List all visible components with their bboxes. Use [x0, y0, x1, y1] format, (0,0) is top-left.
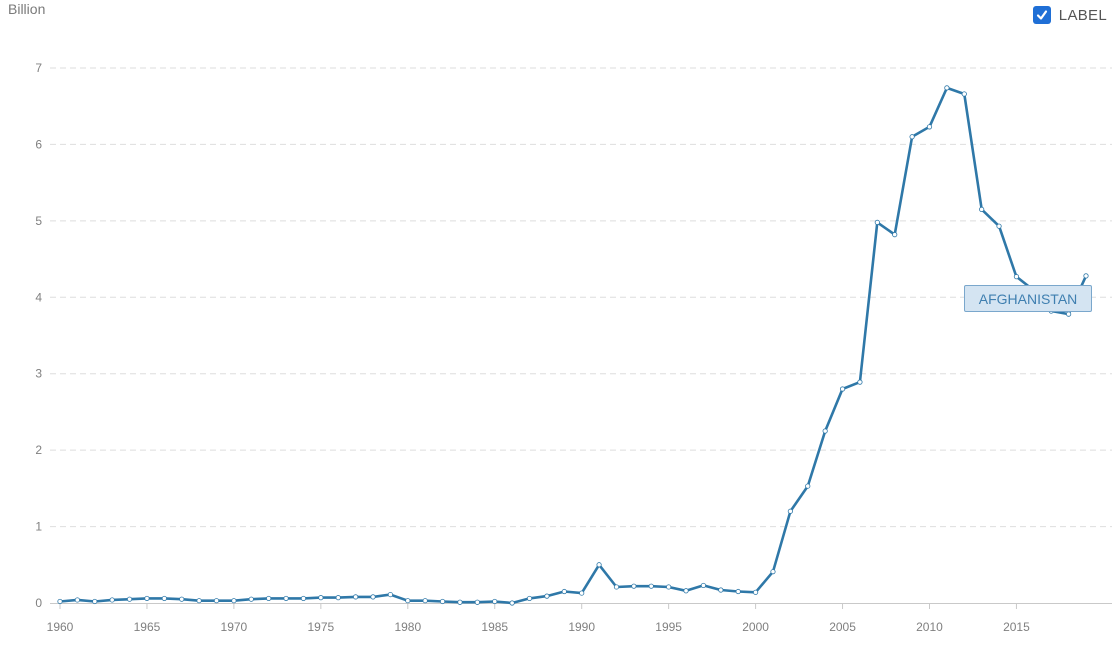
- data-point: [787, 508, 793, 514]
- data-point: [857, 379, 863, 385]
- data-point: [405, 598, 411, 604]
- data-point: [57, 598, 63, 605]
- data-point: [926, 124, 933, 130]
- y-tick-label: 0: [35, 596, 42, 610]
- data-point: [196, 598, 202, 604]
- series-group: [57, 85, 1089, 606]
- x-tick-label: 2010: [916, 620, 943, 634]
- data-point: [752, 589, 759, 595]
- data-point: [213, 598, 220, 604]
- x-tick-label: 1965: [134, 620, 161, 634]
- x-tick-label: 2015: [1003, 620, 1030, 634]
- x-tick-label: 1990: [568, 620, 595, 634]
- label-toggle[interactable]: LABEL: [1032, 6, 1107, 24]
- data-point: [944, 85, 950, 91]
- data-point: [874, 219, 880, 225]
- data-point: [961, 91, 967, 97]
- x-tick-label: 1995: [655, 620, 682, 634]
- data-point: [109, 597, 115, 603]
- x-tick-label: 1985: [481, 620, 508, 634]
- data-point: [387, 591, 394, 598]
- data-point: [422, 598, 428, 604]
- data-point: [92, 598, 98, 605]
- data-point: [318, 595, 324, 601]
- data-point: [179, 596, 185, 602]
- label-toggle-text[interactable]: LABEL: [1058, 6, 1107, 24]
- data-point: [996, 223, 1002, 229]
- y-tick-label: 1: [35, 520, 42, 534]
- y-tick-label: 3: [35, 367, 42, 381]
- data-point: [248, 596, 254, 602]
- data-point: [561, 588, 567, 595]
- data-point: [335, 595, 341, 601]
- data-point: [648, 583, 654, 589]
- data-point: [1013, 274, 1020, 280]
- x-tick-label: 1975: [307, 620, 334, 634]
- data-point: [161, 595, 167, 602]
- y-axis-tick-labels: 0 1 2 3 4 5 6 7: [35, 61, 42, 610]
- x-tick-label: 1960: [47, 620, 74, 634]
- data-point: [822, 428, 828, 434]
- data-point: [439, 598, 446, 605]
- data-point: [839, 386, 846, 392]
- data-point: [231, 598, 237, 604]
- y-tick-label: 4: [35, 290, 42, 304]
- y-axis-unit-label: Billion: [8, 1, 46, 17]
- data-point: [1083, 273, 1089, 279]
- data-point: [300, 595, 307, 602]
- y-tick-label: 6: [35, 137, 42, 151]
- data-point: [735, 588, 741, 595]
- data-point: [613, 584, 620, 590]
- data-point: [805, 483, 811, 489]
- data-point: [544, 593, 550, 599]
- x-tick-label: 2005: [829, 620, 856, 634]
- axes: [50, 603, 1112, 609]
- data-point: [666, 584, 672, 590]
- data-point: [74, 597, 80, 603]
- data-point: [353, 594, 359, 600]
- gridlines: [50, 67, 1112, 528]
- y-tick-label: 2: [35, 443, 42, 457]
- data-point: [492, 598, 498, 605]
- data-point: [700, 582, 707, 589]
- series-line: [58, 86, 1088, 605]
- data-point: [126, 596, 133, 602]
- data-point: [457, 599, 463, 605]
- data-point: [596, 562, 602, 568]
- data-point: [370, 594, 376, 600]
- x-tick-label: 1970: [221, 620, 248, 634]
- data-point: [979, 206, 985, 212]
- data-point: [526, 595, 533, 602]
- data-point: [909, 134, 915, 140]
- data-point: [266, 595, 272, 602]
- series-label-afghanistan: AFGHANISTAN: [964, 285, 1092, 312]
- data-point: [770, 569, 776, 575]
- checkbox-checked-icon[interactable]: [1032, 6, 1051, 24]
- data-point: [1066, 311, 1072, 317]
- x-tick-label: 1980: [394, 620, 421, 634]
- data-point: [683, 588, 689, 594]
- data-point: [892, 232, 898, 238]
- data-point: [631, 583, 637, 589]
- data-point: [283, 595, 289, 602]
- data-point: [579, 590, 585, 596]
- y-tick-label: 7: [35, 61, 42, 75]
- x-axis-tick-labels: 1960 1965 1970 1975 1980 1985 1990 1995 2000 2005…: [47, 620, 1030, 634]
- data-point: [718, 587, 724, 593]
- data-point: [509, 600, 515, 606]
- y-tick-label: 5: [35, 214, 42, 228]
- data-point: [474, 599, 480, 605]
- data-point: [144, 595, 150, 602]
- x-tick-label: 2000: [742, 620, 769, 634]
